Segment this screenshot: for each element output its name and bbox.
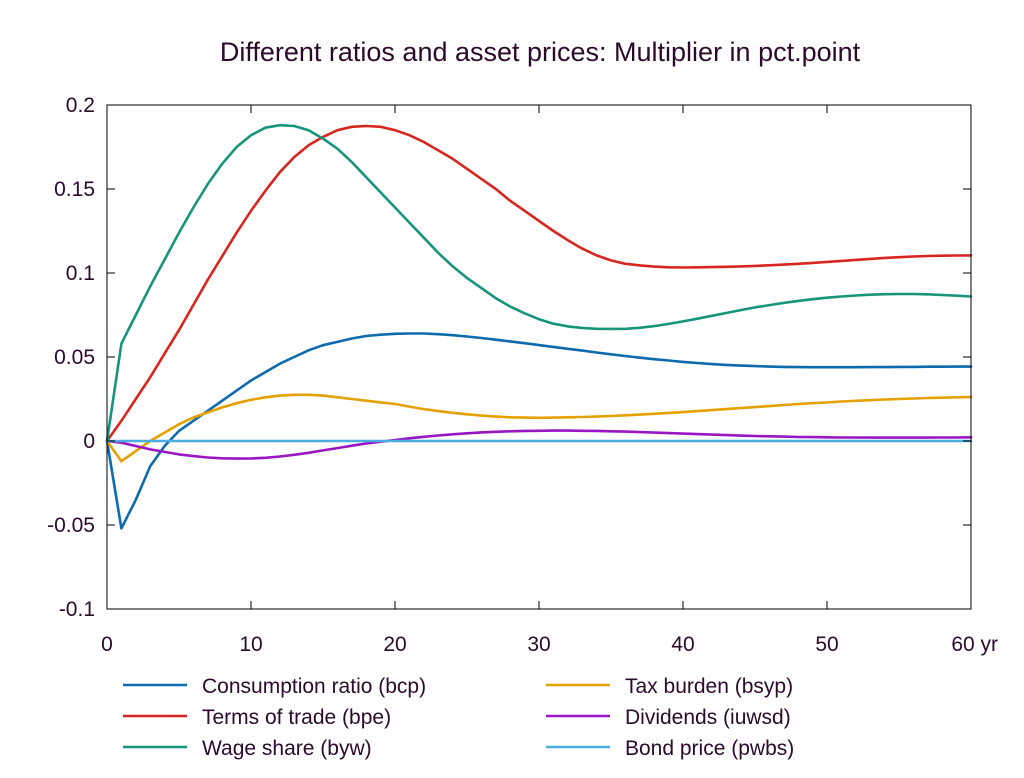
- x-tick-label: 0: [101, 633, 113, 656]
- y-tick-label: 0.05: [54, 346, 95, 369]
- x-tick-label: 50: [815, 633, 838, 656]
- legend-label: Terms of trade (bpe): [202, 706, 391, 729]
- y-tick-label: 0: [83, 430, 95, 453]
- axes: -0.1 -0.05 0 0.05 0.1 0.15 0.2 0 10 20 30 40 50 60 yr: [47, 94, 998, 656]
- x-tick-label: 10: [239, 633, 262, 656]
- legend-label: Tax burden (bsyp): [625, 675, 793, 698]
- legend-label: Dividends (iuwsd): [625, 706, 791, 729]
- legend-label: Consumption ratio (bcp): [202, 675, 426, 698]
- chart-title: Different ratios and asset prices: Multi…: [220, 37, 861, 67]
- y-tick-label: -0.1: [59, 598, 95, 621]
- y-tick-label: -0.05: [47, 514, 95, 537]
- y-tick-label: 0.15: [54, 178, 95, 201]
- legend: Consumption ratio (bcp) Terms of trade (b…: [123, 675, 794, 760]
- x-tick-label: 40: [671, 633, 694, 656]
- legend-label: Wage share (byw): [202, 737, 372, 760]
- plot-frame: [106, 104, 972, 610]
- y-tick-label: 0.2: [66, 94, 95, 117]
- series-line-4: [105, 429, 973, 460]
- x-tick-label: 20: [383, 633, 406, 656]
- series-line-1: [105, 124, 973, 443]
- y-tick-label: 0.1: [66, 262, 95, 285]
- x-tick-label: 30: [527, 633, 550, 656]
- plot-area: [105, 123, 973, 530]
- series-line-3: [105, 393, 973, 463]
- series-line-2: [105, 123, 973, 443]
- x-tick-label: 60 yr: [951, 633, 998, 656]
- series-line-0: [105, 332, 973, 530]
- legend-label: Bond price (pwbs): [625, 737, 794, 760]
